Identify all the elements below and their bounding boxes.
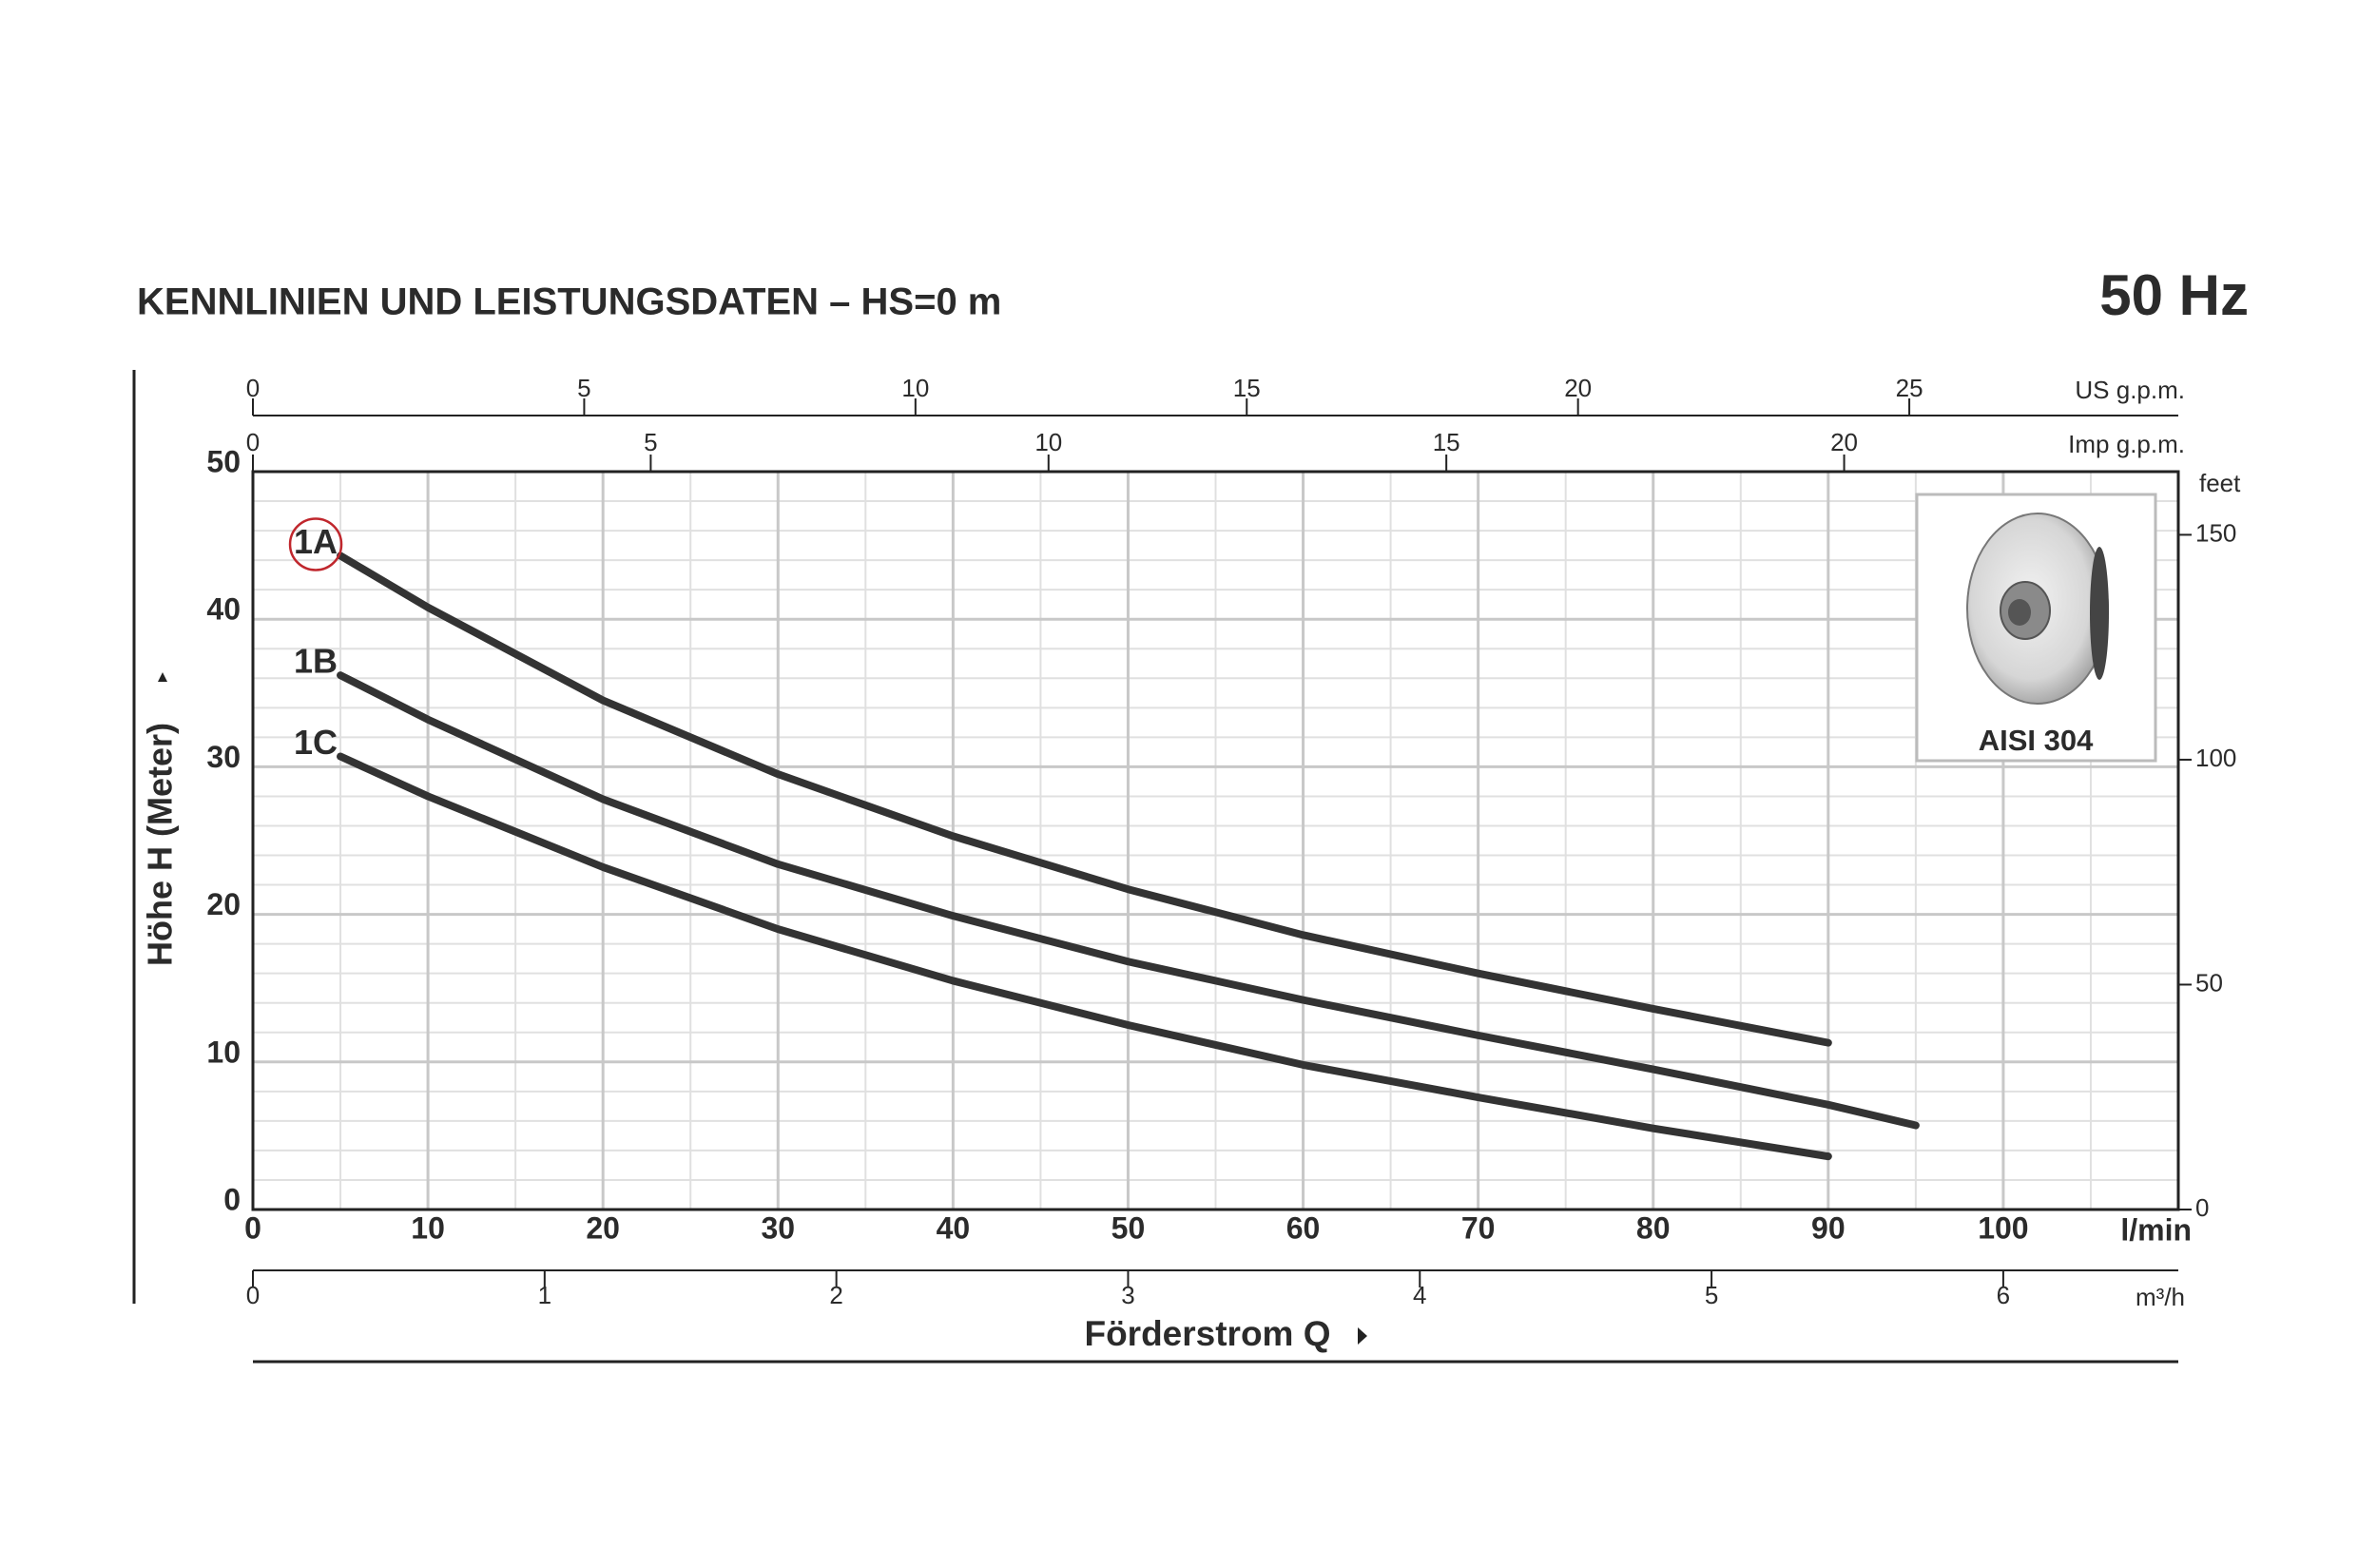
x-axis-label: Förderstrom Q (1084, 1314, 1330, 1353)
series-label: 1B (294, 642, 338, 681)
y-tick-label: 50 (206, 444, 241, 478)
arrow-icon (158, 672, 167, 682)
y2-tick-label: 50 (2195, 968, 2223, 997)
y-tick-label: 20 (206, 887, 241, 921)
x-tick-label: 20 (586, 1210, 620, 1245)
aux-tick-label: 20 (1564, 374, 1592, 402)
x-tick-label: 100 (1978, 1210, 2028, 1245)
aux-axis-label: m³/h (2136, 1283, 2185, 1311)
x-tick-label: 90 (1811, 1210, 1846, 1245)
aux-tick-label: 10 (1034, 428, 1062, 456)
x-tick-label: 80 (1636, 1210, 1671, 1245)
y2-tick-label: 100 (2195, 744, 2236, 772)
highlight-circle (288, 517, 343, 571)
chart-title: KENNLINIEN UND LEISTUNGSDATEN – HS=0 m (137, 281, 1001, 323)
aux-tick-label: 1 (538, 1281, 551, 1309)
aux-axis-label: Imp g.p.m. (2068, 430, 2185, 458)
aux-tick-label: 25 (1896, 374, 1923, 402)
x-tick-label: 10 (411, 1210, 445, 1245)
aux-tick-label: 5 (577, 374, 590, 402)
curve (340, 555, 2003, 1076)
curve (337, 671, 1920, 1130)
aux-tick-label: 15 (1233, 374, 1261, 402)
aux-tick-label: 4 (1413, 1281, 1426, 1309)
x-tick-label: 0 (244, 1210, 261, 1245)
aux-tick-label: 0 (246, 428, 260, 456)
aux-tick-label: 5 (644, 428, 657, 456)
x-unit-label: l/min (2120, 1212, 2192, 1247)
aux-tick-label: 6 (1997, 1281, 2010, 1309)
impeller-edge (2090, 547, 2109, 680)
aux-tick-label: 20 (1830, 428, 1858, 456)
y-tick-label: 0 (223, 1182, 241, 1216)
x-tick-label: 70 (1461, 1210, 1496, 1245)
plot-frame (251, 470, 2180, 1211)
y-tick-label: 40 (206, 592, 241, 627)
y2-tick-label: 0 (2195, 1193, 2209, 1222)
frequency: 50 Hz (2099, 263, 2249, 327)
aux-tick-label: 15 (1433, 428, 1460, 456)
y-axis-label: Höhe H (Meter) (141, 723, 180, 966)
aux-tick-label: 0 (246, 1281, 260, 1309)
series-label: 1A (294, 522, 338, 561)
aux-axis-label: US g.p.m. (2075, 376, 2185, 404)
x-tick-label: 50 (1111, 1210, 1146, 1245)
y2-axis-label: feet (2199, 469, 2241, 497)
aux-tick-label: 3 (1121, 1281, 1134, 1309)
y-tick-label: 10 (206, 1035, 241, 1069)
inset-label: AISI 304 (1979, 724, 2094, 757)
impeller-bore (2008, 599, 2031, 626)
arrow-icon (1358, 1327, 1367, 1345)
series-label: 1C (294, 723, 338, 762)
x-tick-label: 60 (1286, 1210, 1321, 1245)
inset: AISI 304 (1915, 493, 2157, 763)
y-tick-label: 30 (206, 740, 241, 774)
x-tick-label: 40 (937, 1210, 971, 1245)
y2-tick-label: 150 (2195, 518, 2236, 547)
curve (337, 752, 1832, 1161)
x-tick-label: 30 (761, 1210, 795, 1245)
aux-tick-label: 2 (829, 1281, 842, 1309)
aux-tick-label: 0 (246, 374, 260, 402)
aux-tick-label: 10 (901, 374, 929, 402)
aux-tick-label: 5 (1705, 1281, 1718, 1309)
